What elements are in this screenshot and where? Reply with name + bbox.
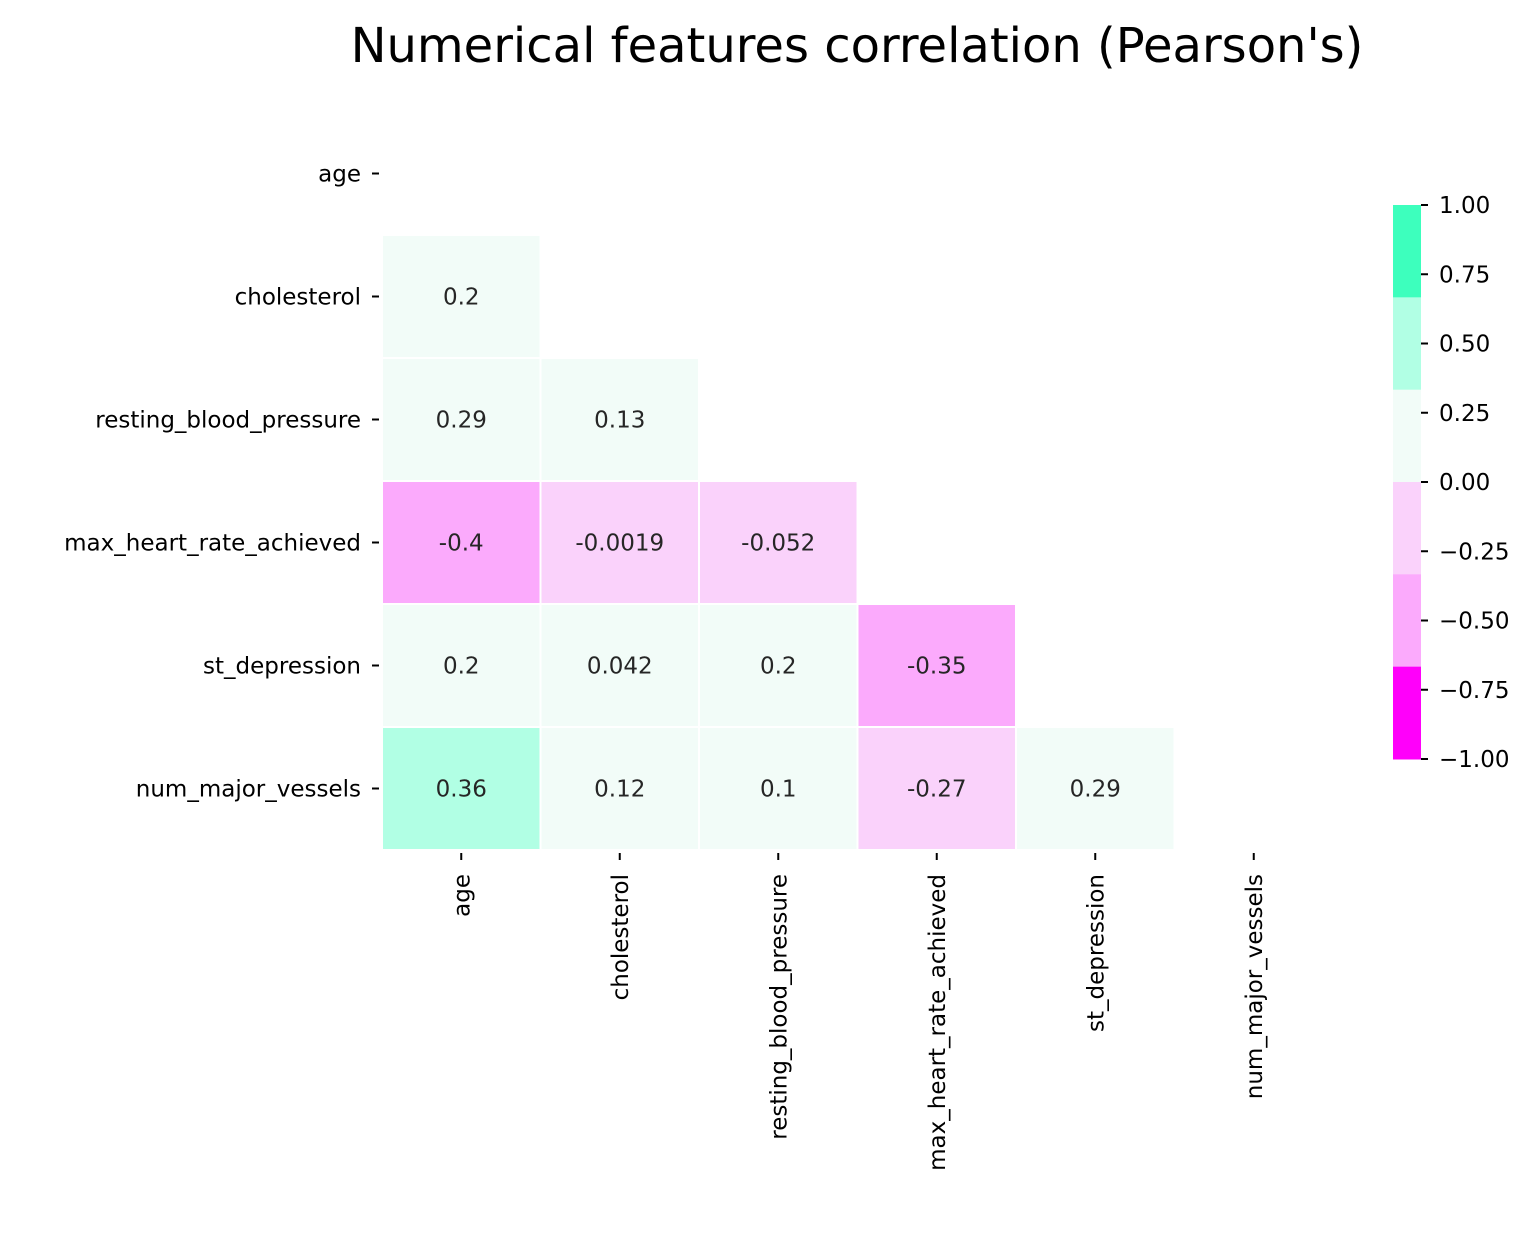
y-tick-label: max_heart_rate_achieved (64, 531, 361, 557)
colorbar-segment (1393, 205, 1421, 298)
colorbar-tick-label: 0.75 (1439, 262, 1490, 288)
colorbar-tick-label: 0.00 (1439, 470, 1490, 496)
heatmap-cell (539, 357, 700, 482)
cell-value-label: 0.29 (1070, 777, 1121, 803)
colorbar-tick-label: 1.00 (1439, 193, 1490, 219)
y-axis: age cholesterol resting_blood_pressure max_… (64, 162, 379, 803)
cell-value-label: -0.35 (907, 654, 967, 680)
cell-value-label: 0.36 (436, 777, 487, 803)
x-tick-label: resting_blood_pressure (766, 874, 792, 1140)
colorbar-segment (1393, 482, 1421, 575)
y-tick-label: cholesterol (235, 285, 361, 311)
cell-value-label: -0.4 (439, 531, 484, 557)
y-tick-label: st_depression (203, 654, 361, 680)
chart-title: Numerical features correlation (Pearson'… (351, 18, 1364, 74)
x-tick-label: num_major_vessels (1242, 874, 1268, 1099)
heatmap-cell (1015, 726, 1176, 851)
colorbar-tick-label: 0.50 (1439, 332, 1490, 358)
cell-value-label: 0.13 (594, 408, 645, 434)
colorbar-segment (1393, 297, 1421, 391)
cell-value-label: 0.2 (760, 654, 797, 680)
heatmap-cell (381, 357, 542, 482)
y-tick-label: num_major_vessels (136, 777, 361, 803)
x-tick-label: st_depression (1083, 874, 1109, 1032)
y-tick-label: age (318, 162, 361, 188)
x-tick-label: max_heart_rate_achieved (925, 874, 951, 1171)
cell-value-label: -0.0019 (575, 531, 664, 557)
cell-value-label: 0.042 (587, 654, 653, 680)
colorbar-tick-label: −1.00 (1439, 747, 1509, 773)
colorbar-tick-label: −0.75 (1439, 678, 1509, 704)
colorbar-tick-label: −0.50 (1439, 609, 1509, 635)
y-tick-label: resting_blood_pressure (95, 408, 361, 434)
colorbar-tick-label: 0.25 (1439, 401, 1490, 427)
colorbar-segment (1393, 389, 1421, 483)
cell-value-label: 0.1 (760, 777, 797, 803)
cell-value-label: -0.052 (741, 531, 815, 557)
cell-value-label: 0.2 (443, 654, 480, 680)
heatmap-cell (381, 480, 542, 605)
colorbar-segment (1393, 666, 1421, 760)
colorbar-tick-label: −0.25 (1439, 539, 1509, 565)
heatmap-cell (856, 603, 1017, 728)
heatmap-cell (856, 726, 1017, 851)
heatmap-cell (381, 234, 542, 359)
heatmap-cell (698, 726, 859, 851)
heatmap-cell (698, 480, 859, 605)
x-tick-label: age (449, 874, 475, 917)
heatmap-cell (539, 726, 700, 851)
colorbar-segment (1393, 574, 1421, 668)
cell-value-label: 0.2 (443, 285, 480, 311)
x-axis: age cholesterol resting_blood_pressure max_… (449, 853, 1268, 1171)
x-tick-label: cholesterol (608, 874, 634, 1000)
cell-value-label: -0.27 (907, 777, 967, 803)
heatmap-cell (539, 603, 700, 728)
colorbar: 1.00 0.75 0.50 0.25 0.00 −0.25 −0.50 −0.75 −1.00 (1393, 193, 1509, 773)
cell-value-label: 0.29 (436, 408, 487, 434)
heatmap-cells: 0.2 0.29 0.13 -0.4 -0.0019 -0.052 0.2 0.042 0.2 -… (381, 234, 1176, 851)
cell-value-label: 0.12 (594, 777, 645, 803)
